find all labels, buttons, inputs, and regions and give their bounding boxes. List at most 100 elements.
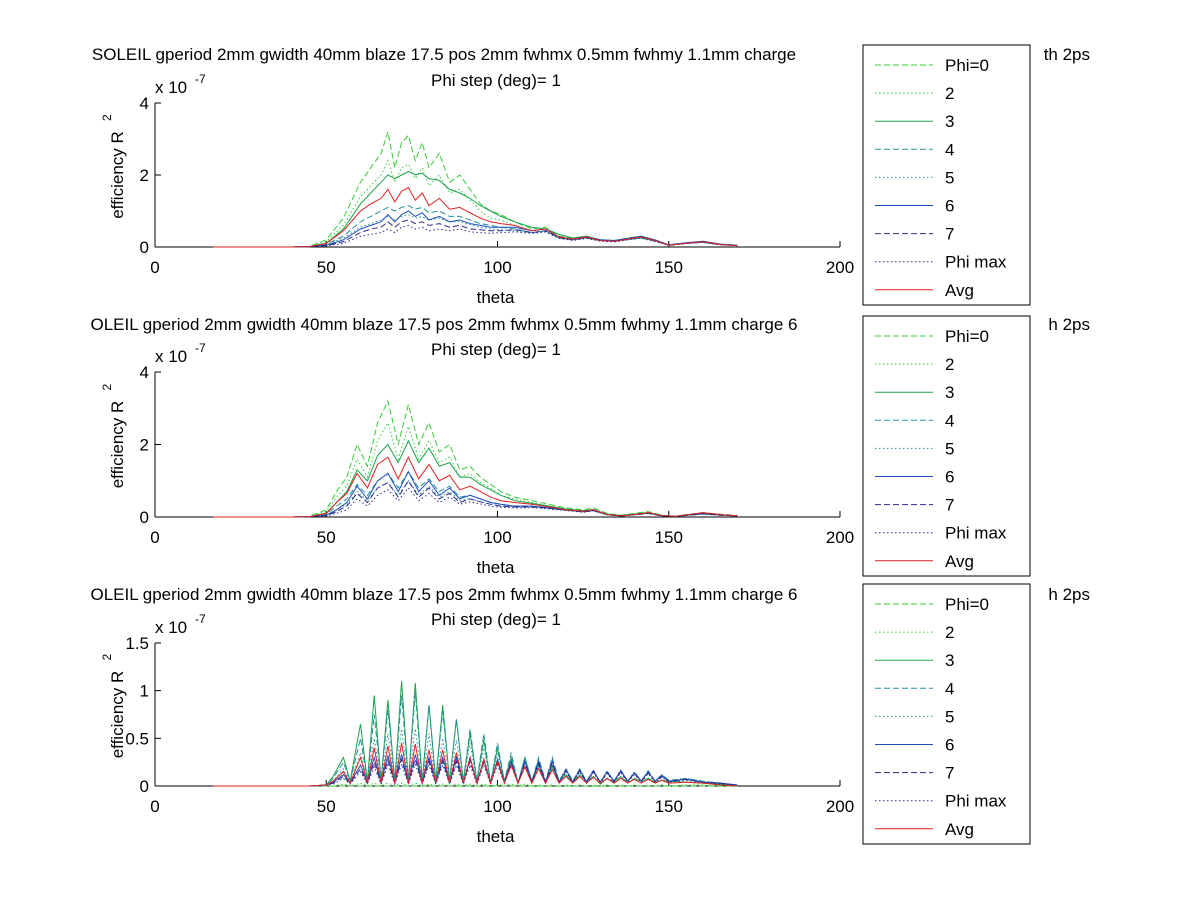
legend-label: 3 — [945, 651, 954, 670]
legend-label: 2 — [945, 84, 954, 103]
series-line-avg — [213, 456, 738, 518]
subplot-3: OLEIL gperiod 2mm gwidth 40mm blaze 17.5… — [90, 583, 1090, 846]
legend-label: 5 — [945, 707, 954, 726]
series-line-avg — [213, 743, 738, 787]
legend-label: Phi=0 — [945, 327, 989, 346]
x-tick-label: 100 — [483, 258, 511, 277]
y-axis-label: efficiency R — [108, 131, 127, 219]
x-tick-label: 50 — [317, 528, 336, 547]
y-tick-label: 1 — [140, 682, 149, 701]
legend-label: Phi max — [945, 792, 1007, 811]
legend-label: Avg — [945, 552, 974, 571]
legend-label: 4 — [945, 679, 954, 698]
x-tick-label: 100 — [483, 797, 511, 816]
x-tick-label: 150 — [655, 528, 683, 547]
series-line-2 — [213, 421, 738, 518]
x-tick-label: 200 — [826, 797, 854, 816]
legend-label: Phi max — [945, 253, 1007, 272]
legend-label: 7 — [945, 496, 954, 515]
legend: Phi=0 2 3 4 5 6 7 Phi max Avg — [862, 44, 1031, 306]
legend-label: Phi max — [945, 524, 1007, 543]
x-tick-label: 150 — [655, 797, 683, 816]
legend-label: 6 — [945, 468, 954, 487]
legend-label: Avg — [945, 820, 974, 839]
chart-title: SOLEIL gperiod 2mm gwidth 40mm blaze 17.… — [92, 45, 796, 64]
y-tick-label: 4 — [140, 94, 149, 113]
y-axis-label-superscript: 2 — [100, 384, 114, 391]
y-tick-label: 0.5 — [125, 729, 149, 748]
x-tick-label: 50 — [317, 258, 336, 277]
legend-label: 2 — [945, 623, 954, 642]
y-exponent-base: x 10 — [155, 347, 187, 366]
series-line-2 — [213, 159, 738, 248]
legend-box — [862, 44, 1031, 306]
y-axis-label: efficiency R — [108, 671, 127, 759]
x-tick-label: 150 — [655, 258, 683, 277]
series-line-phi-max — [213, 762, 738, 787]
x-tick-label: 100 — [483, 528, 511, 547]
legend-label: Avg — [945, 281, 974, 300]
series-line-4 — [213, 692, 738, 787]
series-line-5 — [213, 479, 738, 518]
y-tick-label: 0 — [140, 238, 149, 257]
legend-label: 6 — [945, 197, 954, 216]
x-tick-label: 0 — [150, 258, 159, 277]
legend-label: Phi=0 — [945, 56, 989, 75]
legend: Phi=0 2 3 4 5 6 7 Phi max Avg — [862, 315, 1031, 577]
chart-subtitle: Phi step (deg)= 1 — [431, 610, 561, 629]
series-line-6 — [213, 210, 738, 248]
chart-subtitle: Phi step (deg)= 1 — [431, 340, 561, 359]
legend-label: 7 — [945, 225, 954, 244]
chart-title: OLEIL gperiod 2mm gwidth 40mm blaze 17.5… — [90, 585, 797, 604]
chart-subtitle: Phi step (deg)= 1 — [431, 71, 561, 90]
legend-label: 3 — [945, 112, 954, 131]
series-line-7 — [213, 479, 738, 518]
legend-label: 4 — [945, 140, 954, 159]
y-exponent-power: -7 — [195, 612, 206, 626]
legend-label: 2 — [945, 355, 954, 374]
legend: Phi=0 2 3 4 5 6 7 Phi max Avg — [862, 583, 1031, 845]
legend-label: 5 — [945, 168, 954, 187]
series-line-4 — [213, 470, 738, 518]
series-line-phi-0 — [213, 399, 738, 518]
legend-box — [862, 583, 1031, 845]
x-tick-label: 0 — [150, 797, 159, 816]
y-tick-label: 0 — [140, 508, 149, 527]
subplot-1: SOLEIL gperiod 2mm gwidth 40mm blaze 17.… — [92, 44, 1090, 307]
y-axis-label-superscript: 2 — [100, 114, 114, 121]
y-axis-label: efficiency R — [108, 401, 127, 489]
chart-title-tail: h 2ps — [1048, 315, 1090, 334]
series-line-3 — [213, 170, 738, 248]
chart-title-tail: h 2ps — [1048, 585, 1090, 604]
legend-label: Phi=0 — [945, 595, 989, 614]
legend-label: 3 — [945, 383, 954, 402]
x-axis-label: theta — [477, 288, 515, 307]
y-tick-label: 0 — [140, 777, 149, 796]
y-tick-label: 4 — [140, 363, 149, 382]
legend-label: 4 — [945, 411, 954, 430]
series-line-2 — [213, 782, 738, 787]
legend-box — [862, 315, 1031, 577]
y-tick-label: 1.5 — [125, 634, 149, 653]
x-axis-label: theta — [477, 827, 515, 846]
chart-title: OLEIL gperiod 2mm gwidth 40mm blaze 17.5… — [90, 315, 797, 334]
x-axis-label: theta — [477, 558, 515, 577]
x-tick-label: 0 — [150, 528, 159, 547]
series-line-phi-max — [213, 224, 738, 248]
legend-label: 5 — [945, 439, 954, 458]
series-line-avg — [213, 186, 738, 248]
x-tick-label: 200 — [826, 528, 854, 547]
x-tick-label: 50 — [317, 797, 336, 816]
series-line-3 — [213, 439, 738, 518]
y-axis-label-superscript: 2 — [100, 654, 114, 661]
legend-label: 6 — [945, 736, 954, 755]
y-tick-label: 2 — [140, 436, 149, 455]
y-tick-label: 2 — [140, 166, 149, 185]
legend-label: 7 — [945, 764, 954, 783]
y-exponent-power: -7 — [195, 72, 206, 86]
y-exponent-base: x 10 — [155, 618, 187, 637]
series-line-6 — [213, 470, 738, 518]
x-tick-label: 200 — [826, 258, 854, 277]
chart-title-tail: th 2ps — [1044, 45, 1090, 64]
